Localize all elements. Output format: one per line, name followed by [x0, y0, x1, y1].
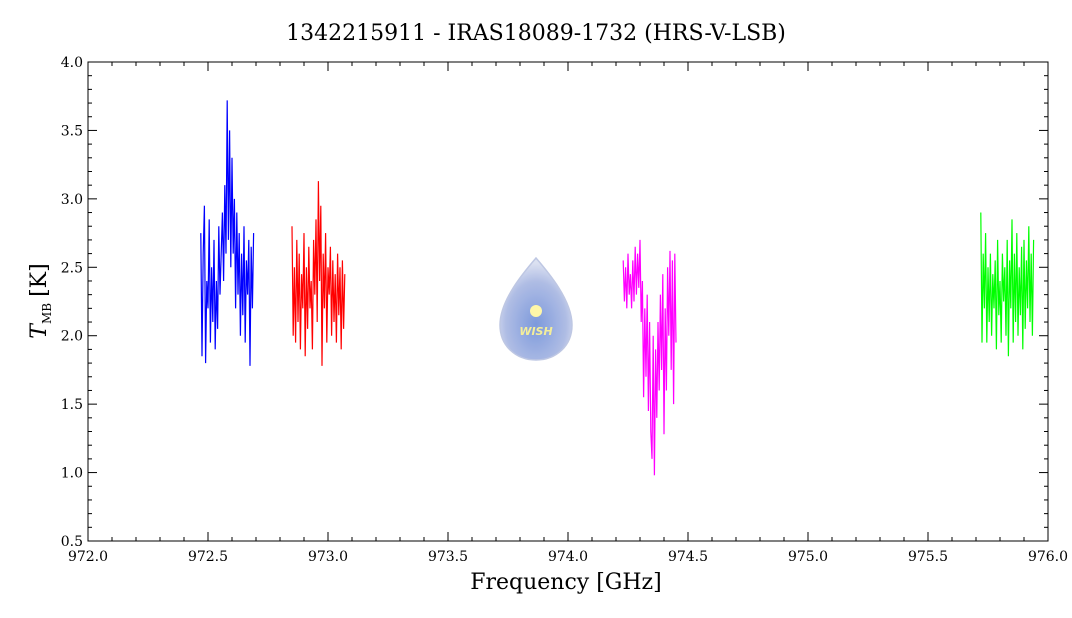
- x-tick-label: 975.5: [908, 549, 948, 565]
- x-tick-label: 975.0: [788, 549, 828, 565]
- y-tick-label: 1.5: [61, 397, 83, 413]
- spectrum-line: [622, 239, 677, 476]
- y-tick-label: 0.5: [61, 534, 83, 550]
- y-axis-subscript: MB: [40, 303, 54, 324]
- y-tick-label: 2.5: [61, 260, 83, 276]
- logo-text: WISH: [519, 325, 552, 338]
- x-tick-label: 974.0: [548, 549, 588, 565]
- y-axis-label: TMB [K]: [27, 263, 54, 338]
- y-tick-label: 2.0: [61, 329, 83, 345]
- chart-title: 1342215911 - IRAS18089-1732 (HRS-V-LSB): [286, 21, 786, 46]
- x-tick-label: 973.0: [308, 549, 348, 565]
- x-tick-label: 973.5: [428, 549, 468, 565]
- y-tick-label: 3.0: [61, 192, 83, 208]
- x-tick-label: 972.0: [68, 549, 108, 565]
- x-tick-label: 972.5: [188, 549, 228, 565]
- x-tick-label: 976.0: [1028, 549, 1068, 565]
- spectrum-line: [200, 100, 255, 366]
- x-axis-label: Frequency [GHz]: [470, 570, 662, 595]
- y-tick-label: 1.0: [61, 466, 83, 482]
- spectrum-line: [291, 181, 346, 366]
- logo: WISH: [499, 256, 573, 361]
- logo-star: [530, 305, 542, 317]
- spectrum-line: [980, 212, 1035, 357]
- y-axis-symbol: T: [27, 322, 52, 339]
- x-tick-label: 974.5: [668, 549, 708, 565]
- y-tick-label: 4.0: [61, 55, 83, 71]
- y-axis-unit: [K]: [27, 263, 52, 297]
- y-tick-label: 3.5: [61, 123, 83, 139]
- plot-frame: [87, 61, 1049, 542]
